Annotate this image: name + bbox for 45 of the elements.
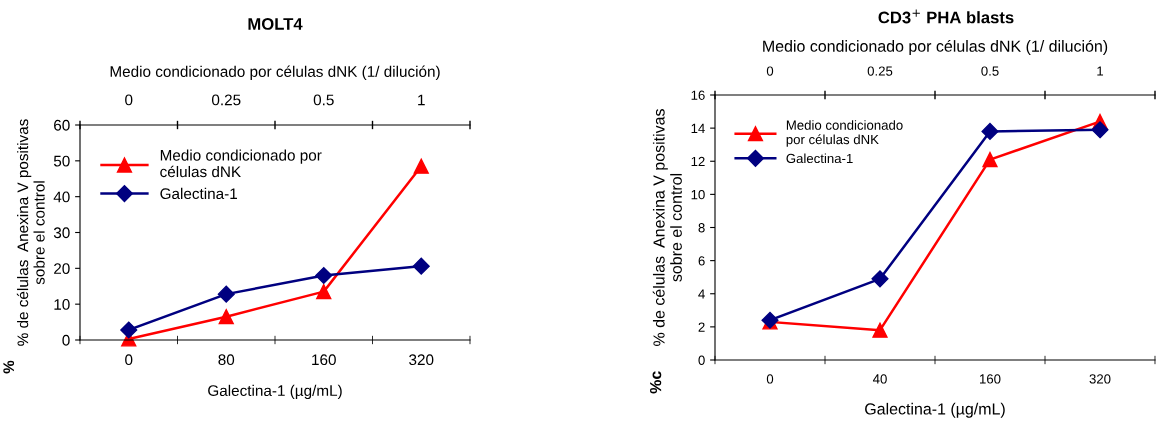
y-tick-label: 30: [53, 227, 70, 239]
y-axis-title: % de células Anexina V positivas sobre el control: [16, 119, 45, 346]
y-tick-label: 40: [53, 191, 70, 203]
y-tick-label: 8: [698, 223, 705, 233]
chart-title: CD3$^{+}$ PHA blasts: [878, 9, 1014, 24]
y-tick-label: 50: [53, 155, 70, 167]
chart-title: MOLT4: [248, 18, 303, 30]
text: %c: [650, 371, 662, 394]
text: 1: [418, 94, 425, 106]
x-axis-title: Galectina-1 (µg/mL): [865, 402, 1005, 418]
legend-label: Medio condicionado por células dNK: [160, 149, 322, 178]
x-tick-label: 80: [218, 354, 235, 366]
text: 0: [125, 94, 133, 106]
x-tick-label: 320: [1089, 374, 1111, 384]
x-axis-title: Galectina-1 (µg/mL): [208, 384, 342, 400]
x2-axis-title: Medio condicionado por células dNK (1/ dilución): [763, 39, 1108, 55]
y-axis-title: % de células Anexina V positivas sobre el control: [652, 109, 682, 346]
y-tick-label: 60: [54, 119, 70, 131]
y-tick-label: 10: [691, 189, 705, 200]
y-tick-label: 16: [691, 90, 705, 100]
y-tick-label: 12: [691, 156, 705, 167]
text: 0.5: [313, 94, 334, 106]
y-tick-label: 10: [54, 299, 70, 310]
x-tick-label: 160: [312, 354, 336, 366]
text: 0: [766, 66, 774, 76]
x-tick-label: 160: [980, 374, 1001, 384]
y-tick-label: 0: [62, 334, 70, 346]
x-tick-label: 0: [125, 354, 133, 366]
y-tick-label: 20: [54, 263, 70, 275]
legend-label: Medio condicionado por células dNK: [786, 120, 903, 147]
x-tick-label: 40: [872, 374, 887, 384]
x2-axis-title: Medio condicionado por células dNK (1/ dilución): [110, 65, 440, 80]
y-tick-label: 6: [698, 256, 705, 266]
y-tick-label: 2: [698, 322, 705, 332]
text: 0.25: [211, 94, 241, 106]
text: 0.5: [981, 66, 999, 76]
text: %: [3, 360, 15, 374]
legend-label: Galectina-1: [160, 187, 237, 200]
y-tick-label: 4: [698, 289, 705, 299]
legend-label: Galectina-1: [786, 153, 853, 164]
text: 1: [1097, 66, 1104, 76]
y-tick-label: 14: [691, 123, 705, 133]
x-tick-label: 320: [409, 354, 434, 366]
text: 0.25: [867, 66, 893, 76]
x-tick-label: 0: [766, 374, 774, 384]
